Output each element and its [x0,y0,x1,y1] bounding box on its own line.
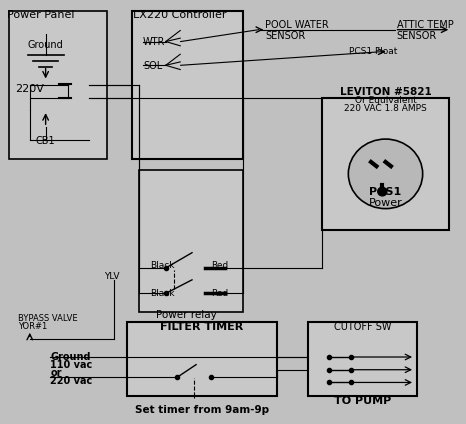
Text: YOR#1: YOR#1 [19,322,48,331]
Text: POOL WATER: POOL WATER [266,20,329,31]
Circle shape [378,187,387,196]
FancyBboxPatch shape [9,11,107,159]
Text: 110 vac: 110 vac [50,360,92,371]
Text: Red: Red [211,289,228,298]
Text: Black: Black [150,289,174,298]
Text: Ground: Ground [50,352,91,362]
FancyBboxPatch shape [127,322,277,396]
Text: SENSOR: SENSOR [266,31,306,41]
Text: PCS1: PCS1 [370,187,402,197]
FancyBboxPatch shape [132,11,243,159]
Text: WTR: WTR [143,37,165,47]
Circle shape [349,139,423,209]
FancyBboxPatch shape [138,170,243,312]
FancyBboxPatch shape [308,322,417,396]
Text: Or Equivalent: Or Equivalent [355,96,417,106]
Text: CUTOFF SW: CUTOFF SW [334,322,391,332]
Text: 220 vac: 220 vac [50,376,92,386]
Text: or: or [50,368,62,378]
Text: FILTER TIMER: FILTER TIMER [160,322,244,332]
Text: Power Panel: Power Panel [7,10,75,20]
Text: ATTIC TEMP: ATTIC TEMP [397,20,453,31]
Text: Red: Red [211,260,228,270]
Text: PCS1 Float: PCS1 Float [349,47,397,56]
Text: Black: Black [150,260,174,270]
Text: 220V: 220V [15,84,44,94]
Text: Ground: Ground [28,39,63,50]
Text: BYPASS VALVE: BYPASS VALVE [19,314,78,324]
Text: YLV: YLV [104,272,120,281]
Text: SOL: SOL [143,61,162,71]
Text: SENSOR: SENSOR [397,31,437,41]
Text: 220 VAC 1.8 AMPS: 220 VAC 1.8 AMPS [344,104,427,113]
Text: Power: Power [369,198,402,208]
Text: CB1: CB1 [36,136,55,146]
Text: LX220 Controller: LX220 Controller [132,10,226,20]
Text: Power relay: Power relay [156,310,217,320]
Text: Set timer from 9am-9p: Set timer from 9am-9p [135,405,269,416]
Text: TO PUMP: TO PUMP [334,396,391,406]
FancyBboxPatch shape [322,98,449,230]
Text: LEVITON #5821: LEVITON #5821 [340,87,432,98]
